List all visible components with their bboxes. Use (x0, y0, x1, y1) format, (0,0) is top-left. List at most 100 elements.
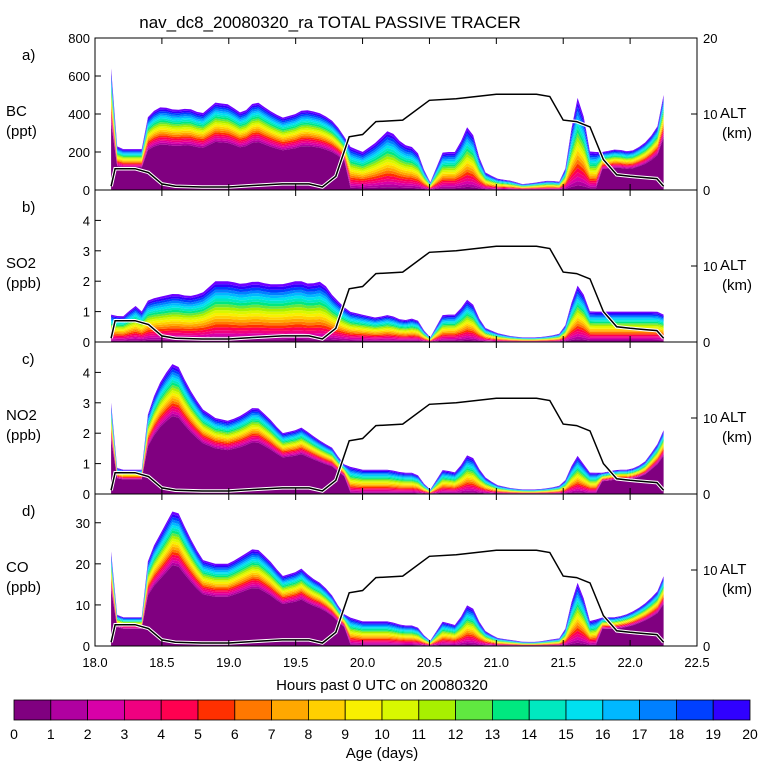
colorbar-tick-label: 15 (558, 726, 574, 742)
colorbar-swatch (381, 699, 420, 721)
x-tick-label: 19.0 (216, 655, 241, 670)
age-band-0 (111, 123, 664, 190)
age-band-16 (111, 522, 664, 643)
colorbar-tick-label: 9 (341, 726, 349, 742)
age-band-2 (111, 559, 664, 646)
altitude-line (110, 245, 665, 340)
y-tick-label: 3 (83, 396, 90, 411)
age-band-3 (111, 330, 664, 342)
age-band-19 (111, 514, 664, 643)
age-band-6 (111, 549, 664, 645)
colorbar-tick-label: 13 (485, 726, 501, 742)
y-label-units: (ppb) (6, 427, 41, 444)
y2-label: ALT (720, 105, 746, 122)
y2-label: ALT (720, 257, 746, 274)
y-tick-label: 1 (83, 457, 90, 472)
colorbar-swatch (197, 699, 236, 721)
panel-letter: c) (22, 351, 35, 368)
y2-units: (km) (722, 581, 752, 598)
age-band-10 (111, 538, 664, 644)
colorbar-tick-label: 14 (521, 726, 537, 742)
x-tick-label: 19.5 (283, 655, 308, 670)
colorbar-tick-label: 0 (10, 726, 18, 742)
age-band-7 (111, 546, 664, 645)
age-band-14 (111, 527, 664, 644)
y-tick-label: 3 (83, 244, 90, 259)
colorbar-tick-label: 11 (412, 726, 427, 742)
y2-units: (km) (722, 125, 752, 142)
age-band-20 (111, 511, 664, 643)
colorbar-swatch (712, 699, 751, 721)
age-band-8 (111, 543, 664, 645)
colorbar-swatch (639, 699, 677, 721)
age-band-5 (111, 551, 664, 645)
x-axis: 18.0 18.5 19.0 19.5 20.0 20.5 21.0 21.5 22.0 22.5 (82, 655, 709, 670)
panel-4: 0 10 20 30 0 10 d) CO (ppb) ALT (km) (6, 493, 752, 654)
age-band-3 (111, 557, 664, 646)
colorbar-swatch (455, 699, 493, 721)
age-band-17 (111, 519, 664, 643)
colorbar-tick-label: 4 (157, 726, 165, 742)
x-axis-label: Hours past 0 UTC on 20080320 (276, 677, 488, 694)
y-tick-label: 0 (83, 335, 90, 350)
colorbar-tick-label: 8 (305, 726, 313, 742)
colorbar-tick-label: 2 (84, 726, 92, 742)
panel-letter: b) (22, 199, 35, 216)
colorbar-swatch (491, 699, 530, 721)
x-tick-label: 21.0 (484, 655, 509, 670)
panels: 020040060080001020a)BC(ppt)ALT(km)012340… (6, 31, 752, 654)
colorbar-swatch (344, 699, 383, 721)
altitude-line (110, 397, 665, 492)
colorbar-swatch (676, 699, 714, 721)
panel-3: 0 1 2 3 4 0 10 c) NO2 (ppb) ALT (km) (6, 341, 752, 502)
age-band-1 (111, 562, 664, 646)
x-tick-label: 18.5 (149, 655, 174, 670)
x-tick-label: 21.5 (551, 655, 576, 670)
y-tick-label: 1 (83, 305, 90, 320)
x-tick-label: 22.0 (617, 655, 642, 670)
age-band-0 (111, 339, 664, 342)
y2-tick-label: 20 (703, 31, 717, 46)
y-label-species: CO (6, 559, 29, 576)
age-band-18 (111, 516, 664, 643)
y-tick-label: 2 (83, 274, 90, 289)
y-tick-label: 2 (83, 426, 90, 441)
colorbar-swatch (160, 699, 199, 721)
colorbar-tick-label: 12 (448, 726, 464, 742)
colorbar-tick-label: 19 (705, 726, 721, 742)
y-label-units: (ppb) (6, 275, 41, 292)
colorbar-tick-label: 16 (595, 726, 611, 742)
colorbar-swatch (13, 699, 52, 721)
y-label-species: BC (6, 103, 27, 120)
y-tick-label: 600 (68, 69, 90, 84)
colorbar-swatch (528, 699, 567, 721)
y-tick-label: 4 (83, 365, 90, 380)
colorbar-tick-label: 1 (47, 726, 55, 742)
age-band-13 (111, 530, 664, 644)
y-tick-label: 20 (76, 557, 90, 572)
colorbar-tick-label: 7 (268, 726, 276, 742)
x-tick-label: 20.5 (417, 655, 442, 670)
colorbar-tick-label: 6 (231, 726, 239, 742)
panel-letter: a) (22, 47, 35, 64)
colorbar-tick-label: 18 (669, 726, 685, 742)
colorbar-swatch (418, 699, 456, 721)
colorbar-tick-label: 17 (632, 726, 648, 742)
colorbar-swatch (565, 699, 604, 721)
y2-units: (km) (722, 277, 752, 294)
colorbar-tick-label: 20 (742, 726, 758, 742)
y2-tick-label: 10 (703, 563, 717, 578)
y2-tick-label: 10 (703, 107, 717, 122)
y2-tick-label: 0 (703, 183, 710, 198)
y-tick-label: 0 (83, 487, 90, 502)
y2-tick-label: 0 (703, 487, 710, 502)
y-tick-label: 0 (83, 639, 90, 654)
y-label-units: (ppt) (6, 123, 37, 140)
colorbar-swatch (271, 699, 309, 721)
y-tick-label: 200 (68, 145, 90, 160)
age-band-2 (111, 333, 664, 342)
y2-label: ALT (720, 409, 746, 426)
y2-tick-label: 0 (703, 639, 710, 654)
